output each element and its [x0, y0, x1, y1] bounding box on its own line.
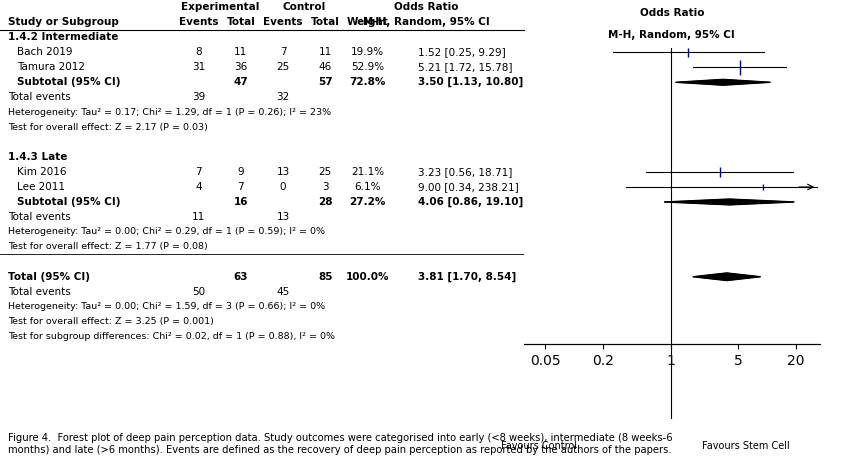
Text: 4: 4 — [195, 182, 202, 192]
Text: 9.00 [0.34, 238.21]: 9.00 [0.34, 238.21] — [418, 182, 518, 192]
Text: Events: Events — [179, 18, 218, 28]
Text: 27.2%: 27.2% — [349, 197, 386, 207]
Text: 7: 7 — [279, 47, 286, 58]
Text: Tamura 2012: Tamura 2012 — [17, 62, 84, 72]
Text: Favours Control: Favours Control — [500, 441, 576, 451]
Text: 100.0%: 100.0% — [345, 272, 389, 282]
Text: Total (95% CI): Total (95% CI) — [8, 272, 90, 282]
Text: 5.21 [1.72, 15.78]: 5.21 [1.72, 15.78] — [418, 62, 512, 72]
Text: 4.06 [0.86, 19.10]: 4.06 [0.86, 19.10] — [418, 197, 523, 207]
Text: 63: 63 — [233, 272, 248, 282]
Text: Experimental: Experimental — [181, 2, 258, 12]
Text: Figure 4.  Forest plot of deep pain perception data. Study outcomes were categor: Figure 4. Forest plot of deep pain perce… — [8, 433, 673, 455]
Text: 46: 46 — [318, 62, 332, 72]
Text: Heterogeneity: Tau² = 0.00; Chi² = 0.29, df = 1 (P = 0.59); I² = 0%: Heterogeneity: Tau² = 0.00; Chi² = 0.29,… — [8, 228, 325, 237]
Text: Total events: Total events — [8, 287, 71, 297]
Text: M-H, Random, 95% CI: M-H, Random, 95% CI — [608, 30, 734, 40]
Polygon shape — [692, 273, 760, 280]
Text: 52.9%: 52.9% — [350, 62, 384, 72]
Text: 1.52 [0.25, 9.29]: 1.52 [0.25, 9.29] — [418, 47, 506, 58]
Text: 45: 45 — [276, 287, 289, 297]
Polygon shape — [663, 199, 793, 205]
Text: Favours Stem Cell: Favours Stem Cell — [701, 441, 788, 451]
Text: Heterogeneity: Tau² = 0.17; Chi² = 1.29, df = 1 (P = 0.26); I² = 23%: Heterogeneity: Tau² = 0.17; Chi² = 1.29,… — [8, 108, 331, 117]
Text: 31: 31 — [192, 62, 205, 72]
Text: 47: 47 — [233, 77, 248, 87]
Text: 19.9%: 19.9% — [350, 47, 384, 58]
Text: Lee 2011: Lee 2011 — [17, 182, 65, 192]
Text: 16: 16 — [233, 197, 248, 207]
Text: 7: 7 — [195, 167, 202, 177]
Text: 39: 39 — [192, 92, 205, 102]
Text: 36: 36 — [234, 62, 247, 72]
Text: Test for overall effect: Z = 1.77 (P = 0.08): Test for overall effect: Z = 1.77 (P = 0… — [8, 242, 208, 251]
Text: 9: 9 — [237, 167, 244, 177]
Text: 1.4.3 Late: 1.4.3 Late — [8, 152, 68, 162]
Text: 11: 11 — [234, 47, 247, 58]
Text: Test for overall effect: Z = 3.25 (P = 0.001): Test for overall effect: Z = 3.25 (P = 0… — [8, 317, 214, 326]
Text: 85: 85 — [317, 272, 333, 282]
Text: 3.50 [1.13, 10.80]: 3.50 [1.13, 10.80] — [418, 77, 523, 88]
Text: 13: 13 — [276, 212, 289, 222]
Text: Subtotal (95% CI): Subtotal (95% CI) — [17, 197, 120, 207]
Text: Events: Events — [263, 18, 302, 28]
Text: Total events: Total events — [8, 212, 71, 222]
Text: Odds Ratio: Odds Ratio — [639, 8, 703, 18]
Text: 6.1%: 6.1% — [354, 182, 381, 192]
Text: Total: Total — [226, 18, 255, 28]
Text: 0: 0 — [279, 182, 286, 192]
Text: 32: 32 — [276, 92, 289, 102]
Polygon shape — [675, 79, 770, 85]
Text: 28: 28 — [317, 197, 333, 207]
Text: Bach 2019: Bach 2019 — [17, 47, 73, 58]
Text: Heterogeneity: Tau² = 0.00; Chi² = 1.59, df = 3 (P = 0.66); I² = 0%: Heterogeneity: Tau² = 0.00; Chi² = 1.59,… — [8, 302, 325, 311]
Text: 8: 8 — [195, 47, 202, 58]
Text: 3.23 [0.56, 18.71]: 3.23 [0.56, 18.71] — [418, 167, 512, 177]
Text: 21.1%: 21.1% — [350, 167, 384, 177]
Text: 50: 50 — [192, 287, 205, 297]
Text: M-H, Random, 95% CI: M-H, Random, 95% CI — [363, 18, 490, 28]
Text: 25: 25 — [276, 62, 289, 72]
Text: Test for overall effect: Z = 2.17 (P = 0.03): Test for overall effect: Z = 2.17 (P = 0… — [8, 123, 208, 132]
Text: Weight: Weight — [346, 18, 388, 28]
Text: 57: 57 — [317, 77, 333, 87]
Text: Kim 2016: Kim 2016 — [17, 167, 67, 177]
Text: 13: 13 — [276, 167, 289, 177]
Text: 3.81 [1.70, 8.54]: 3.81 [1.70, 8.54] — [418, 272, 516, 282]
Text: Control: Control — [282, 2, 326, 12]
Text: 1.4.2 Intermediate: 1.4.2 Intermediate — [8, 32, 119, 42]
Text: Test for subgroup differences: Chi² = 0.02, df = 1 (P = 0.88), I² = 0%: Test for subgroup differences: Chi² = 0.… — [8, 332, 335, 341]
Text: Total: Total — [311, 18, 339, 28]
Text: Study or Subgroup: Study or Subgroup — [8, 18, 119, 28]
Text: 11: 11 — [318, 47, 332, 58]
Text: Subtotal (95% CI): Subtotal (95% CI) — [17, 77, 120, 87]
Text: Odds Ratio: Odds Ratio — [394, 2, 458, 12]
Text: 72.8%: 72.8% — [349, 77, 386, 87]
Text: 7: 7 — [237, 182, 244, 192]
Text: 25: 25 — [318, 167, 332, 177]
Text: Total events: Total events — [8, 92, 71, 102]
Text: 11: 11 — [192, 212, 205, 222]
Text: 3: 3 — [322, 182, 328, 192]
